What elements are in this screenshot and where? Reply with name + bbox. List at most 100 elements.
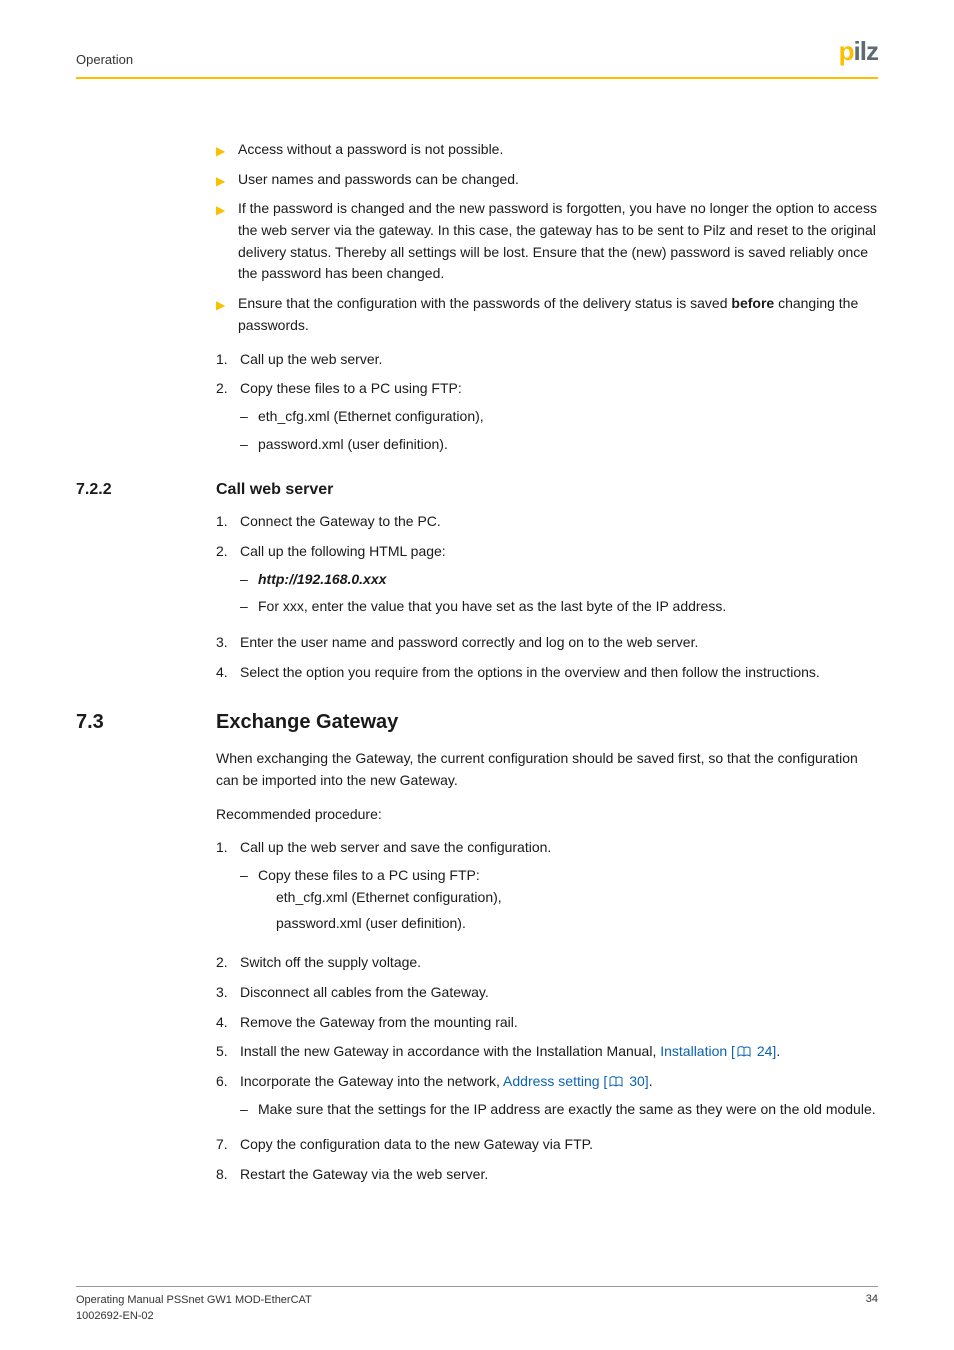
bullet-text: User names and passwords can be changed.	[238, 169, 878, 191]
book-icon	[737, 1046, 751, 1058]
s6-pre: Incorporate the Gateway into the network…	[240, 1073, 503, 1089]
footer-line1: Operating Manual PSSnet GW1 MOD-EtherCAT	[76, 1293, 312, 1308]
step-num: 2.	[216, 952, 240, 974]
bullet-text: Ensure that the configuration with the p…	[238, 293, 878, 336]
sub-text: Copy these files to a PC using FTP:	[258, 867, 480, 883]
step-item: 3.Disconnect all cables from the Gateway…	[216, 982, 878, 1004]
sub-line: password.xml (user definition).	[276, 913, 878, 935]
link-text: Address setting [	[503, 1073, 607, 1089]
step-item: 5. Install the new Gateway in accordance…	[216, 1041, 878, 1063]
step-sublist: –eth_cfg.xml (Ethernet configuration), –…	[240, 406, 878, 455]
step-text: Restart the Gateway via the web server.	[240, 1164, 878, 1186]
step-item: 4.Select the option you require from the…	[216, 662, 878, 684]
sec722-steps: 1.Connect the Gateway to the PC. 2. Call…	[216, 511, 878, 683]
step-item: 2.Switch off the supply voltage.	[216, 952, 878, 974]
dash-icon: –	[240, 569, 258, 591]
dash-icon: –	[240, 406, 258, 428]
step-item: 7.Copy the configuration data to the new…	[216, 1134, 878, 1156]
step-item: 8.Restart the Gateway via the web server…	[216, 1164, 878, 1186]
step-sublist: – Copy these files to a PC using FTP: et…	[240, 865, 878, 938]
step-num: 1.	[216, 349, 240, 371]
step-item: 2. Copy these files to a PC using FTP: –…	[216, 378, 878, 461]
sub-line: eth_cfg.xml (Ethernet configuration),	[276, 887, 878, 909]
step-num: 3.	[216, 632, 240, 654]
s5-pre: Install the new Gateway in accordance wi…	[240, 1043, 660, 1059]
link-text: Installation [	[660, 1043, 735, 1059]
step-text: Call up the following HTML page:	[240, 543, 446, 559]
step-num: 2.	[216, 541, 240, 624]
link-page: 30]	[625, 1073, 648, 1089]
step-sublist: –http://192.168.0.xxx –For xxx, enter th…	[240, 569, 878, 618]
s5-post: .	[776, 1043, 780, 1059]
dash-icon: –	[240, 865, 258, 938]
step-sublist: –Make sure that the settings for the IP …	[240, 1099, 878, 1121]
heading-722: 7.2.2 Call web server	[76, 481, 878, 499]
footer-page: 34	[866, 1293, 878, 1324]
step-num: 7.	[216, 1134, 240, 1156]
bullet-item: ▶ User names and passwords can be changed…	[216, 169, 878, 191]
heading-num: 7.2.2	[76, 481, 216, 499]
sec73-intro: When exchanging the Gateway, the current…	[216, 748, 878, 791]
step-text: Call up the web server.	[240, 349, 878, 371]
bullet-text: If the password is changed and the new p…	[238, 198, 878, 285]
bullet-icon: ▶	[216, 296, 228, 315]
step-num: 8.	[216, 1164, 240, 1186]
step-num: 1.	[216, 511, 240, 533]
logo-p: p	[839, 36, 854, 66]
sub-item: – Copy these files to a PC using FTP: et…	[240, 865, 878, 938]
sec73-rec: Recommended procedure:	[216, 804, 878, 826]
step-num: 6.	[216, 1071, 240, 1126]
bullet-icon: ▶	[216, 172, 228, 191]
sub-item: –eth_cfg.xml (Ethernet configuration),	[240, 406, 878, 428]
logo-ilz: ilz	[854, 36, 878, 66]
step-item: 4.Remove the Gateway from the mounting r…	[216, 1012, 878, 1034]
bullet-icon: ▶	[216, 142, 228, 161]
footer-line2: 1002692-EN-02	[76, 1309, 312, 1324]
intro-bullets: ▶ Access without a password is not possib…	[216, 139, 878, 337]
sub-text: Make sure that the settings for the IP a…	[258, 1099, 878, 1121]
step-text: Switch off the supply voltage.	[240, 952, 878, 974]
installation-link[interactable]: Installation [ 24]	[660, 1043, 776, 1059]
step-text: Select the option you require from the o…	[240, 662, 878, 684]
dash-icon: –	[240, 596, 258, 618]
step-item: 1.Connect the Gateway to the PC.	[216, 511, 878, 533]
sub-item: –password.xml (user definition).	[240, 434, 878, 456]
dash-icon: –	[240, 1099, 258, 1121]
bullet-icon: ▶	[216, 201, 228, 220]
top-steps: 1.Call up the web server. 2. Copy these …	[216, 349, 878, 462]
bullet-item: ▶ If the password is changed and the new …	[216, 198, 878, 285]
sub-text: For xxx, enter the value that you have s…	[258, 596, 878, 618]
sub-item: –For xxx, enter the value that you have …	[240, 596, 878, 618]
heading-text: Call web server	[216, 481, 333, 499]
address-setting-link[interactable]: Address setting [ 30]	[503, 1073, 649, 1089]
sub-text: eth_cfg.xml (Ethernet configuration),	[258, 406, 878, 428]
heading-73: 7.3 Exchange Gateway	[76, 711, 878, 734]
bullet-text: Access without a password is not possibl…	[238, 139, 878, 161]
step-text: Enter the user name and password correct…	[240, 632, 878, 654]
step-num: 1.	[216, 837, 240, 944]
pilz-logo: pilz	[839, 36, 878, 67]
sec73-steps: 1. Call up the web server and save the c…	[216, 837, 878, 1185]
step-text: Call up the web server and save the conf…	[240, 839, 551, 855]
dash-icon: –	[240, 434, 258, 456]
step-num: 4.	[216, 1012, 240, 1034]
sub-item: –http://192.168.0.xxx	[240, 569, 878, 591]
step-num: 4.	[216, 662, 240, 684]
step-item: 3.Enter the user name and password corre…	[216, 632, 878, 654]
step-text: Remove the Gateway from the mounting rai…	[240, 1012, 878, 1034]
step-item: 6. Incorporate the Gateway into the netw…	[216, 1071, 878, 1126]
bullet-item: ▶ Access without a password is not possib…	[216, 139, 878, 161]
book-icon	[609, 1076, 623, 1088]
page-footer: Operating Manual PSSnet GW1 MOD-EtherCAT…	[76, 1286, 878, 1324]
sub-item: –Make sure that the settings for the IP …	[240, 1099, 878, 1121]
s6-post: .	[649, 1073, 653, 1089]
step-item: 2. Call up the following HTML page: –htt…	[216, 541, 878, 624]
step-item: 1. Call up the web server and save the c…	[216, 837, 878, 944]
step-num: 5.	[216, 1041, 240, 1063]
link-page: 24]	[753, 1043, 776, 1059]
step-text: Install the new Gateway in accordance wi…	[240, 1041, 878, 1063]
bullet-item: ▶ Ensure that the configuration with the …	[216, 293, 878, 336]
step-text: Copy the configuration data to the new G…	[240, 1134, 878, 1156]
header-section: Operation	[76, 52, 133, 67]
ensure-bold: before	[731, 295, 774, 311]
